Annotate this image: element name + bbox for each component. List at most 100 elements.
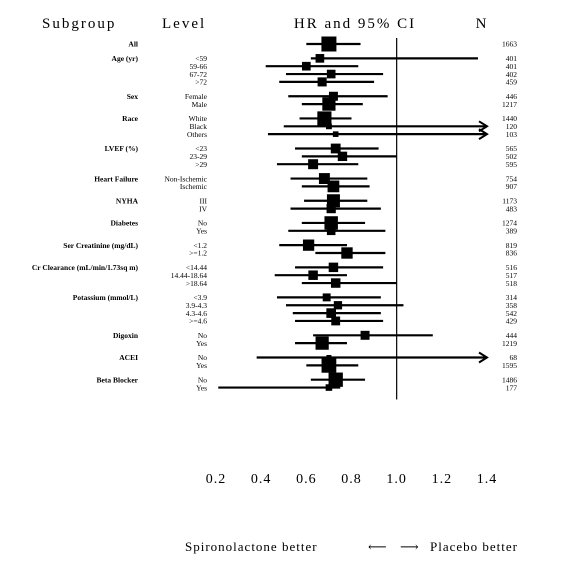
hr-point (328, 91, 338, 101)
level-label: Ischemic (180, 182, 208, 191)
n-value: 1486 (502, 375, 517, 384)
hr-point (337, 151, 348, 162)
hr-point (328, 372, 343, 387)
forest-row: III 1173 (200, 194, 517, 208)
hr-point (324, 216, 338, 230)
n-value: 429 (506, 317, 518, 326)
header-subgroup: Subgroup (42, 16, 116, 32)
x-tick-label: 1.0 (386, 472, 407, 487)
n-value: 358 (506, 301, 518, 310)
hr-point (326, 354, 332, 361)
n-value: 565 (506, 144, 518, 153)
ci-arrow-icon (478, 120, 489, 133)
right-arrow-icon: ⟶ (400, 539, 420, 554)
forest-row: <14.44 516 (186, 262, 518, 273)
group-label: Heart Failure (94, 174, 138, 183)
forest-row: 59-66 401 (190, 61, 518, 71)
hr-point (331, 316, 341, 326)
forest-row: No 444 (198, 330, 517, 340)
n-value: 1440 (502, 114, 517, 123)
n-value: 389 (506, 227, 518, 236)
group-label: Beta Blocker (97, 375, 139, 384)
n-value: 518 (506, 279, 518, 288)
hr-point (330, 143, 341, 154)
forest-row: >18.64 518 (186, 278, 518, 288)
forest-row: Black 120 (190, 120, 518, 133)
forest-row: White 1440 (189, 111, 517, 126)
group-label: Ser Creatinine (mg/dL) (63, 241, 138, 250)
n-value: 120 (506, 122, 518, 131)
level-label: III (200, 196, 208, 205)
n-value: 68 (510, 353, 518, 362)
group-label: LVEF (%) (105, 144, 139, 153)
group-label: Sex (127, 92, 139, 101)
level-label: <14.44 (186, 263, 207, 272)
hr-point (333, 301, 343, 310)
n-value: 401 (506, 62, 518, 71)
hr-point (308, 270, 318, 280)
header-n: N (476, 16, 489, 32)
level-label: Yes (196, 227, 207, 236)
hr-point (328, 262, 339, 273)
forest-row: 23-29 502 (190, 151, 517, 162)
x-axis-tick-labels: 0.2 0.4 0.6 0.8 1.0 1.2 1.4 (206, 472, 497, 487)
n-value: 314 (506, 293, 518, 302)
left-arrow-icon: ⟵ (368, 539, 388, 554)
hr-point (315, 336, 329, 350)
level-label: IV (199, 204, 207, 213)
n-value: 907 (506, 182, 518, 191)
hr-point (302, 239, 315, 251)
hr-point (360, 330, 370, 340)
level-label: >72 (195, 78, 207, 87)
forest-row: Yes 1595 (196, 357, 517, 373)
level-label: Black (190, 122, 208, 131)
forest-row: No 1486 (198, 372, 517, 387)
level-label: <23 (195, 144, 207, 153)
n-value: 177 (506, 383, 518, 392)
forest-row: >=4.6 429 (189, 316, 518, 326)
hr-point (322, 97, 336, 111)
level-label: >=1.2 (189, 249, 207, 258)
n-value: 1595 (502, 361, 517, 370)
forest-row: >72 459 (195, 77, 517, 87)
forest-row: No 1274 (198, 216, 517, 230)
n-value: 483 (506, 204, 518, 213)
n-value: 401 (506, 54, 518, 63)
level-label: <1.2 (193, 241, 207, 250)
level-label: 3.9-4.3 (186, 301, 207, 310)
forest-row: 1663 (306, 36, 517, 52)
forest-row: Ischemic 907 (180, 180, 518, 193)
forest-row: >29 595 (195, 159, 517, 170)
header-hr-ci: HR and 95% CI (294, 16, 416, 32)
n-value: 1217 (502, 100, 517, 109)
hr-point (332, 131, 339, 137)
forest-row: <23 565 (195, 143, 518, 154)
forest-row: <3.9 314 (193, 293, 517, 302)
hr-point (318, 173, 330, 185)
forest-row: Yes 1219 (196, 336, 517, 350)
forest-row: Yes 389 (196, 227, 517, 236)
level-label: Female (185, 92, 208, 101)
n-value: 819 (506, 241, 518, 250)
hr-point (321, 357, 337, 373)
level-label: 4.3-4.6 (186, 309, 207, 318)
n-value: 516 (506, 263, 518, 272)
n-value: 1274 (502, 219, 517, 228)
hr-point (341, 247, 353, 259)
x-tick-label: 0.8 (341, 472, 362, 487)
level-label: 23-29 (190, 152, 208, 161)
header-level: Level (162, 16, 206, 32)
footer-direction: Spironolactone better ⟵ ⟶ Placebo better (185, 539, 517, 554)
level-label: Yes (196, 361, 207, 370)
level-label: >29 (195, 160, 207, 169)
forest-row: No 68 (198, 351, 518, 364)
level-label: <3.9 (193, 293, 207, 302)
group-label: NYHA (116, 196, 139, 205)
n-value: 1219 (502, 339, 517, 348)
ci-arrow-icon (478, 128, 489, 140)
forest-row: Yes 177 (196, 383, 517, 392)
level-label: Yes (196, 383, 207, 392)
hr-point (326, 226, 336, 236)
forest-row: 67-72 402 (190, 69, 517, 79)
